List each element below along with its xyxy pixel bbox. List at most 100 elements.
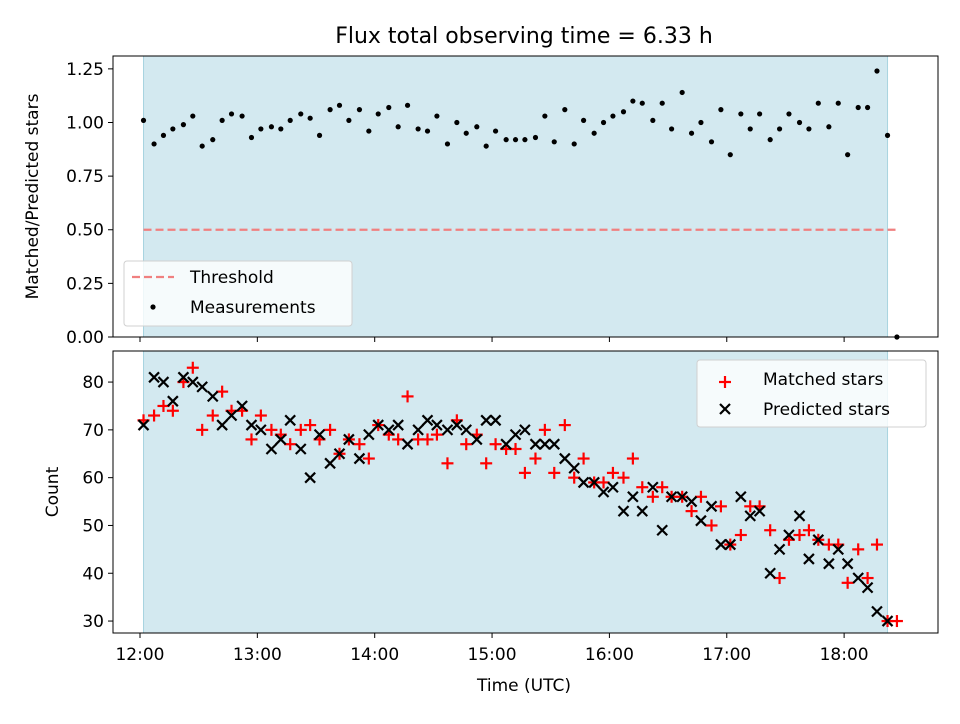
measurement-point (287, 117, 293, 123)
measurement-point (522, 137, 528, 143)
measurement-point (199, 143, 205, 149)
measurement-point (532, 134, 539, 141)
legend-threshold-label: Threshold (189, 268, 274, 288)
matched-point (392, 433, 405, 446)
matched-point (656, 481, 669, 494)
measurement-point (366, 128, 372, 134)
measurement-point (864, 104, 871, 111)
measurement-point (278, 126, 284, 132)
count-legend-box (696, 359, 927, 428)
predicted-point (363, 428, 375, 441)
matched-point (626, 452, 639, 465)
ratio-y-tick-label: 0.75 (66, 167, 104, 187)
matched-point (216, 385, 229, 398)
matched-point (764, 524, 777, 537)
predicted-point (753, 505, 766, 517)
predicted-point (431, 419, 443, 431)
measurement-point (239, 113, 245, 119)
x-tick-label: 12:00 (115, 645, 164, 665)
predicted-point (313, 428, 326, 441)
matched-point (480, 457, 493, 470)
predicted-point (519, 424, 531, 436)
matched-point (460, 438, 473, 451)
predicted-point (167, 395, 179, 407)
matched-point (606, 466, 619, 479)
measurement-point (738, 111, 744, 117)
measurement-point (454, 119, 460, 126)
predicted-point (157, 376, 170, 388)
matched-point (509, 442, 522, 455)
measurement-point (415, 126, 421, 132)
measurement-point (170, 126, 176, 132)
predicted-point (724, 538, 737, 551)
predicted-point (500, 438, 512, 450)
matched-point (852, 543, 865, 556)
ratio-y-tick-label: 0.00 (66, 328, 104, 348)
measurement-point (708, 139, 715, 145)
x-tick-label: 16:00 (585, 645, 634, 665)
x-tick-label: 13:00 (233, 645, 282, 665)
measurement-point (591, 130, 597, 136)
predicted-point (401, 438, 414, 450)
predicted-point (548, 438, 561, 450)
predicted-point (803, 553, 815, 565)
matched-point (646, 490, 659, 503)
legend-measurement-label: Measurements (190, 298, 316, 318)
matched-point (157, 399, 170, 412)
measurement-point (140, 117, 147, 123)
measurement-point (160, 132, 167, 138)
measurement-point (512, 137, 519, 143)
predicted-point (539, 438, 551, 450)
measurement-point (210, 137, 216, 143)
measurement-points (140, 68, 900, 340)
measurement-point (845, 152, 851, 158)
matched-point (353, 438, 366, 451)
measurement-point (503, 137, 509, 143)
measurement-point (386, 104, 392, 111)
measurement-point (815, 100, 821, 106)
measurement-point (219, 117, 225, 123)
count-y-tick-label: 60 (82, 469, 104, 489)
matched-point (166, 404, 179, 417)
matched-point (793, 529, 806, 542)
measurement-point (356, 107, 363, 113)
count-axes-frame (112, 350, 939, 634)
count-y-tick-label: 70 (82, 421, 104, 441)
measurement-point (404, 102, 411, 108)
matched-point (773, 572, 786, 585)
matched-point (254, 409, 267, 422)
measurement-point (463, 130, 469, 136)
predicted-point (137, 419, 150, 431)
figure-title: Flux total observing time = 6.33 h (335, 24, 713, 49)
predicted-point (665, 491, 678, 503)
measurement-point (151, 141, 157, 147)
x-tick-label: 15:00 (468, 645, 517, 665)
predicted-point (607, 481, 619, 493)
measurement-point (698, 119, 704, 126)
predicted-point (216, 419, 228, 431)
ratio-y-tick-label: 1.00 (66, 113, 104, 133)
predicted-point (441, 424, 454, 436)
x-tick-label: 17:00 (702, 645, 751, 665)
ratio-y-tick-label: 1.25 (66, 60, 104, 80)
measurement-point (659, 100, 665, 106)
predicted-point (353, 452, 366, 465)
matched-point (617, 471, 630, 484)
matched-point (734, 529, 747, 542)
matched-point (577, 452, 590, 465)
predicted-point (284, 414, 296, 427)
matched-point (206, 409, 219, 422)
predicted-point (861, 581, 874, 594)
measurement-point (307, 115, 313, 121)
matched-point (265, 423, 278, 436)
matched-point (304, 419, 317, 432)
measurement-point (874, 68, 880, 74)
matched-point (890, 615, 903, 628)
ratio-legend: Threshold Measurements (123, 260, 353, 327)
legend-predicted-label: Predicted stars (763, 400, 890, 420)
measurement-point (747, 126, 753, 132)
matched-point (694, 490, 707, 503)
predicted-point (460, 424, 473, 436)
count-y-axis-label: Count (43, 466, 63, 517)
predicted-point (744, 510, 757, 522)
